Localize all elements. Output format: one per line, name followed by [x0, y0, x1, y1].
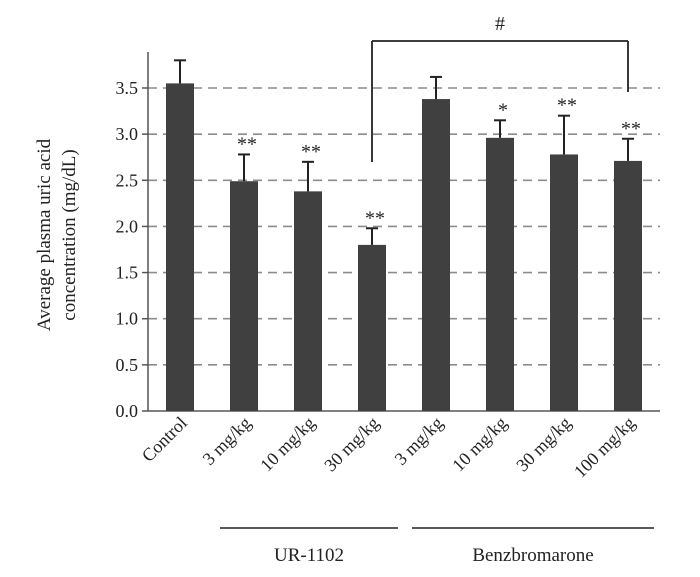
x-tick-label: 10 mg/kg — [256, 413, 319, 476]
bar — [358, 244, 386, 411]
y-tick-label: 3.5 — [116, 78, 139, 98]
x-tick-labels: Control 3 mg/kg 10 mg/kg 30 mg/kg 3 mg/kg 10 … — [138, 413, 639, 482]
gridlines — [148, 87, 660, 366]
significance-mark: ** — [557, 95, 577, 117]
y-axis-label-line-1: Average plasma uric acid — [34, 138, 55, 331]
y-axis-label-line-2: concentration (mg/dL) — [59, 149, 80, 320]
y-tick-label: 2.0 — [116, 216, 139, 236]
x-tick-label: 30 mg/kg — [512, 413, 575, 476]
bars — [166, 83, 642, 412]
x-tick-label: 10 mg/kg — [448, 413, 511, 476]
axes — [142, 52, 660, 412]
group-label: UR-1102 — [274, 545, 344, 566]
bar — [294, 191, 322, 411]
y-tick-label: 1.0 — [116, 309, 139, 329]
x-tick-label: 100 mg/kg — [570, 413, 639, 482]
significance-mark: ** — [621, 118, 641, 140]
group-labels: UR-1102 Benzbromarone — [220, 527, 654, 566]
x-tick-label: Control — [138, 413, 191, 466]
bar — [486, 137, 514, 411]
bar — [422, 99, 450, 412]
bar — [230, 181, 258, 411]
bar — [166, 83, 194, 411]
significance-mark: ** — [365, 207, 385, 229]
y-tick-label: 2.5 — [116, 170, 139, 190]
x-tick-label: 30 mg/kg — [320, 413, 383, 476]
error-bars — [174, 59, 634, 245]
significance-mark: ** — [301, 141, 321, 163]
significance-mark: ** — [237, 133, 257, 155]
group-label: Benzbromarone — [472, 545, 593, 566]
comparison-mark: # — [495, 13, 505, 35]
y-tick-label: 1.5 — [116, 263, 139, 283]
significance-marks: ** ***** **** — [237, 95, 641, 230]
x-tick-label: 3 mg/kg — [391, 413, 447, 469]
x-tick-label: 3 mg/kg — [199, 413, 255, 469]
significance-mark: * — [498, 99, 508, 121]
bar — [614, 160, 642, 411]
y-tick-label: 0.5 — [116, 355, 139, 375]
y-tick-label: 3.0 — [116, 124, 139, 144]
comparison-bracket: # — [371, 13, 629, 162]
y-tick-labels: 0.0 0.5 1.0 1.5 2.0 2.5 3.0 3.5 — [116, 78, 139, 421]
y-tick-label: 0.0 — [116, 401, 139, 421]
bar — [550, 154, 578, 411]
